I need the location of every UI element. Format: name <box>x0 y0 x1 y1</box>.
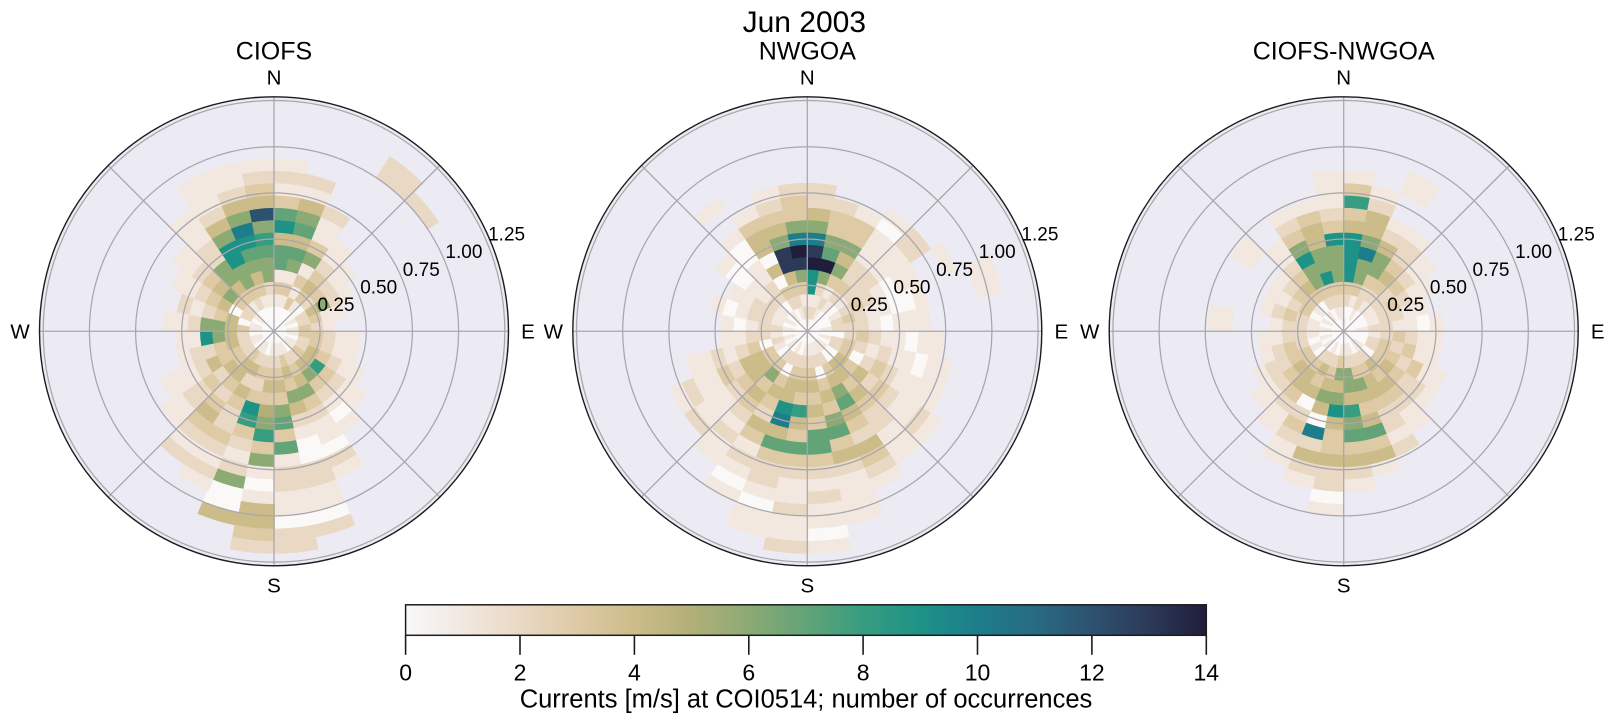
svg-text:1.00: 1.00 <box>979 242 1016 263</box>
svg-text:CIOFS-NWGOA: CIOFS-NWGOA <box>1253 38 1435 66</box>
svg-text:N: N <box>1336 66 1351 89</box>
svg-text:1.25: 1.25 <box>1558 225 1595 246</box>
svg-text:8: 8 <box>857 660 870 686</box>
svg-text:0.25: 0.25 <box>1387 295 1424 316</box>
svg-text:0.50: 0.50 <box>1430 277 1467 298</box>
svg-text:E: E <box>1591 320 1605 343</box>
svg-text:Jun 2003: Jun 2003 <box>743 6 866 39</box>
svg-text:6: 6 <box>742 660 755 686</box>
svg-text:E: E <box>521 320 535 343</box>
svg-text:0.50: 0.50 <box>360 277 397 298</box>
svg-text:0.50: 0.50 <box>894 277 931 298</box>
svg-text:1.00: 1.00 <box>1515 242 1552 263</box>
svg-text:10: 10 <box>965 660 991 686</box>
svg-text:W: W <box>1080 320 1100 343</box>
svg-text:2: 2 <box>514 660 527 686</box>
svg-text:N: N <box>800 66 815 89</box>
svg-text:0.75: 0.75 <box>403 260 440 281</box>
svg-text:NWGOA: NWGOA <box>759 38 857 66</box>
svg-text:S: S <box>1337 574 1351 597</box>
svg-text:0.75: 0.75 <box>936 260 973 281</box>
svg-text:E: E <box>1054 320 1068 343</box>
svg-text:12: 12 <box>1079 660 1105 686</box>
svg-text:Currents [m/s] at COI0514; num: Currents [m/s] at COI0514; number of occ… <box>520 686 1093 714</box>
svg-text:0.25: 0.25 <box>318 295 355 316</box>
svg-text:1.00: 1.00 <box>445 242 482 263</box>
svg-text:N: N <box>267 66 282 89</box>
svg-text:14: 14 <box>1194 660 1220 686</box>
svg-text:1.25: 1.25 <box>1021 225 1058 246</box>
svg-text:W: W <box>544 320 564 343</box>
svg-text:W: W <box>10 320 30 343</box>
svg-text:1.25: 1.25 <box>488 225 525 246</box>
svg-text:S: S <box>800 574 814 597</box>
svg-text:S: S <box>267 574 281 597</box>
svg-text:0.25: 0.25 <box>851 295 888 316</box>
svg-text:0: 0 <box>399 660 412 686</box>
svg-text:CIOFS: CIOFS <box>236 38 312 66</box>
svg-text:0.75: 0.75 <box>1473 260 1510 281</box>
svg-text:4: 4 <box>628 660 641 686</box>
